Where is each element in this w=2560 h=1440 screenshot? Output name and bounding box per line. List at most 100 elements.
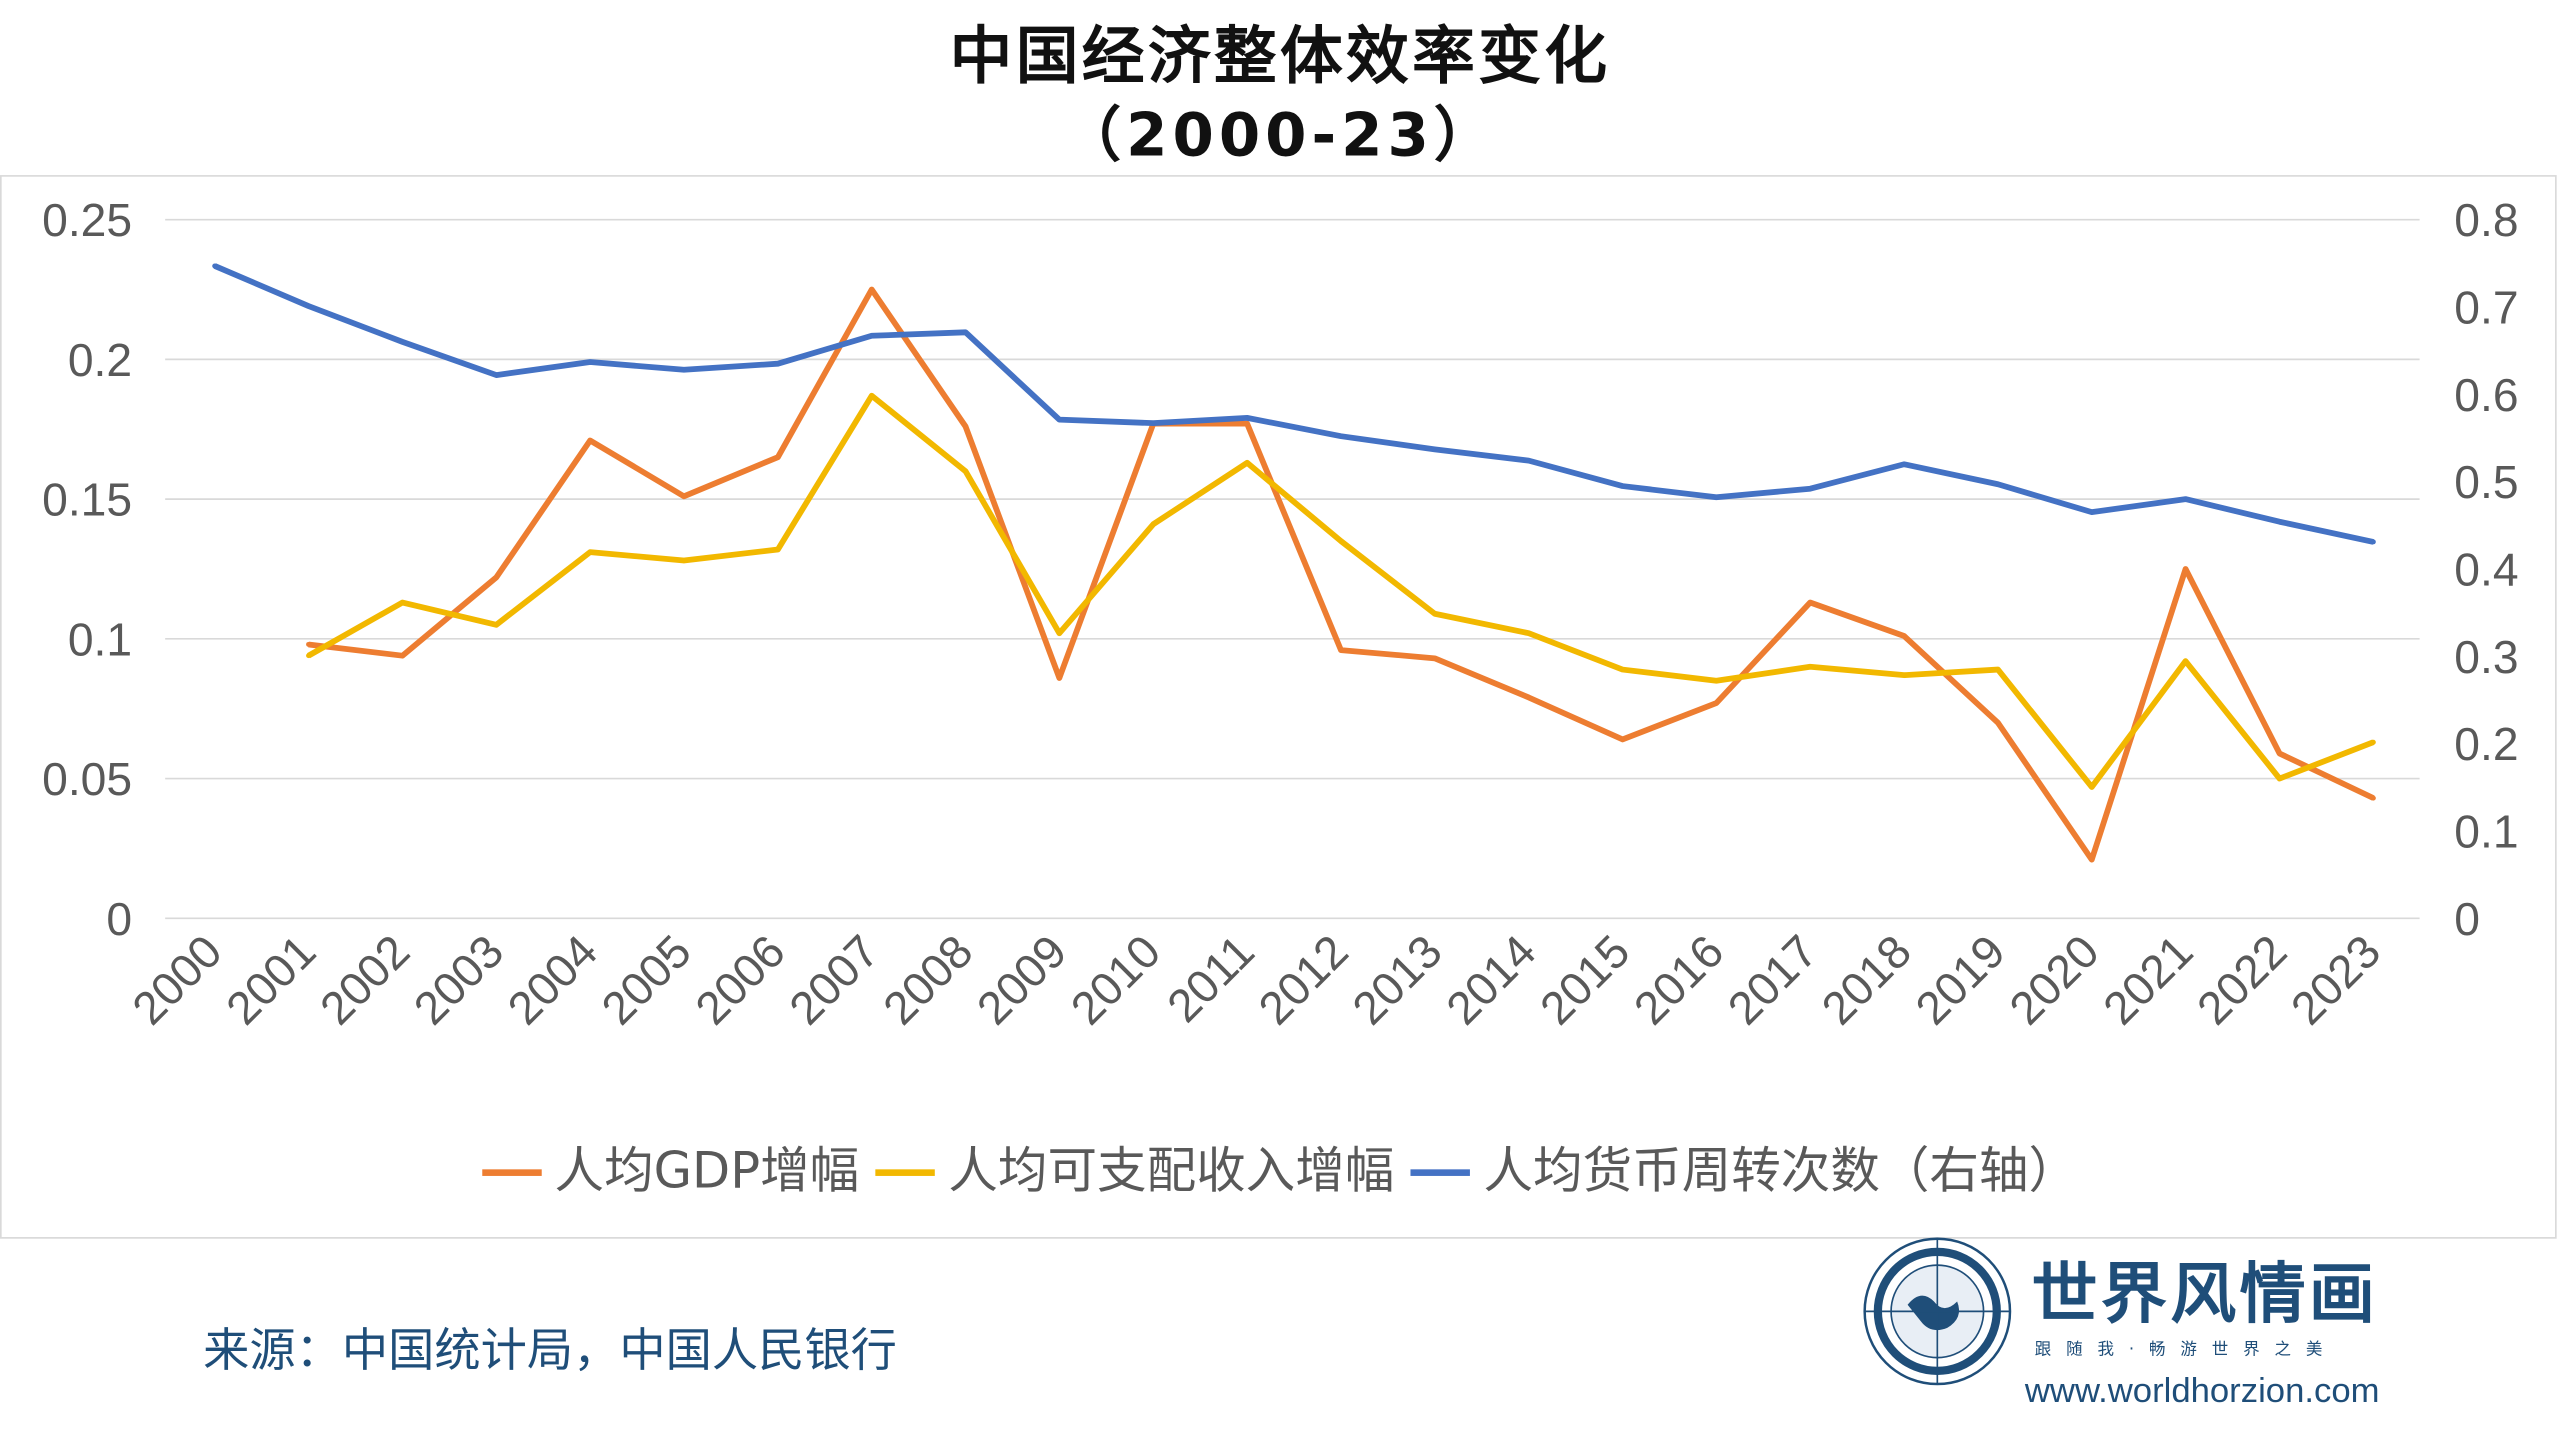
y-left-tick-label: 0.2 xyxy=(68,334,132,386)
data-point xyxy=(1432,446,1438,452)
x-tick-label: 2011 xyxy=(1157,925,1264,1032)
source-note: 来源：中国统计局，中国人民银行 xyxy=(203,1322,897,1378)
legend-label: 人均可支配收入增幅 xyxy=(948,1142,1395,1201)
x-tick-label: 2014 xyxy=(1436,925,1546,1035)
x-tick-label: 2018 xyxy=(1812,925,1922,1035)
data-point xyxy=(2277,776,2282,782)
data-point xyxy=(1432,611,1438,617)
x-tick-label: 2010 xyxy=(1061,925,1171,1035)
x-tick-label: 2017 xyxy=(1718,925,1828,1035)
data-point xyxy=(1901,672,1907,678)
y-left-tick-label: 0 xyxy=(106,893,132,945)
data-point xyxy=(775,546,781,552)
data-point xyxy=(1338,538,1344,544)
data-point xyxy=(775,361,781,367)
x-tick-label: 2016 xyxy=(1624,925,1734,1035)
x-tick-label: 2022 xyxy=(2187,925,2297,1035)
data-point xyxy=(1901,461,1907,467)
data-point xyxy=(1056,630,1062,636)
data-point xyxy=(587,359,593,365)
data-point xyxy=(1995,720,2001,726)
legend-label: 人均GDP增幅 xyxy=(554,1142,860,1201)
y-left-tick-label: 0.15 xyxy=(42,474,132,526)
data-point xyxy=(212,263,218,269)
data-point xyxy=(963,468,969,474)
data-point xyxy=(1338,647,1344,653)
data-point xyxy=(1807,600,1813,605)
legend-item-gdp: 人均GDP增幅 xyxy=(481,1140,860,1206)
y-right-tick-label: 0.3 xyxy=(2454,631,2518,683)
data-point xyxy=(681,558,687,564)
y-right-tick-label: 0.4 xyxy=(2454,543,2518,595)
data-point xyxy=(869,287,875,293)
data-point xyxy=(1995,667,2001,673)
y-right-tick-label: 0 xyxy=(2454,893,2480,945)
data-point xyxy=(2183,566,2189,572)
data-point xyxy=(1713,494,1719,500)
y-left-tick-label: 0.25 xyxy=(42,194,132,246)
data-point xyxy=(1526,695,1532,701)
data-point xyxy=(2277,750,2282,756)
data-point xyxy=(2183,496,2189,502)
x-tick-label: 2005 xyxy=(591,925,701,1035)
data-point xyxy=(681,367,687,373)
data-point xyxy=(493,372,499,378)
data-point xyxy=(587,437,593,443)
data-point xyxy=(1244,415,1250,421)
website-url: www.worldhorzion.com xyxy=(2024,1372,2380,1411)
legend-label: 人均货币周转次数（右轴） xyxy=(1483,1142,2079,1201)
y-left-tick-label: 0.1 xyxy=(68,613,132,665)
data-point xyxy=(399,653,405,659)
data-point xyxy=(1244,421,1250,427)
data-point xyxy=(399,600,405,605)
x-tick-label: 2007 xyxy=(779,925,889,1035)
data-point xyxy=(1620,667,1625,673)
x-tick-label: 2015 xyxy=(1530,925,1640,1035)
data-point xyxy=(1150,420,1156,426)
data-point xyxy=(2183,658,2189,664)
data-point xyxy=(1432,655,1438,661)
data-point xyxy=(2089,509,2095,515)
legend-item-money: 人均货币周转次数（右轴） xyxy=(1410,1140,2079,1206)
legend-swatch xyxy=(875,1169,936,1176)
data-point xyxy=(493,574,499,580)
x-tick-label: 2021 xyxy=(2093,925,2203,1035)
chart-title: 中国经济整体效率变化 xyxy=(949,19,1611,93)
data-point xyxy=(1620,483,1625,489)
y-right-tick-label: 0.2 xyxy=(2454,718,2518,770)
data-point xyxy=(963,329,969,335)
x-tick-label: 2013 xyxy=(1342,925,1452,1035)
data-point xyxy=(1620,736,1625,742)
data-point xyxy=(1901,633,1907,639)
data-point xyxy=(869,393,875,399)
data-point xyxy=(869,333,875,339)
data-point xyxy=(2089,784,2095,790)
data-point xyxy=(2370,739,2376,745)
y-right-tick-label: 0.7 xyxy=(2454,282,2518,334)
chart-subtitle: （2000-23） xyxy=(1061,102,1499,171)
data-point xyxy=(2277,519,2282,525)
data-point xyxy=(399,339,405,345)
data-point xyxy=(1807,486,1813,492)
x-tick-label: 2008 xyxy=(873,925,983,1035)
y-right-tick-label: 0.1 xyxy=(2454,805,2518,857)
legend-item-income: 人均可支配收入增幅 xyxy=(875,1140,1395,1206)
y-right-tick-label: 0.6 xyxy=(2454,369,2518,421)
data-point xyxy=(1338,433,1344,439)
legend-swatch xyxy=(1410,1169,1471,1176)
data-point xyxy=(306,303,312,309)
data-point xyxy=(306,653,312,659)
data-point xyxy=(1713,700,1719,706)
data-point xyxy=(2370,795,2376,801)
x-tick-label: 2001 xyxy=(216,925,326,1035)
data-point xyxy=(587,549,593,555)
data-point xyxy=(1713,678,1719,684)
logo-wordmark: 世界风情画 xyxy=(2031,1256,2379,1333)
x-tick-label: 2019 xyxy=(1905,925,2015,1035)
data-point xyxy=(1995,481,2001,487)
data-point xyxy=(306,641,312,647)
data-point xyxy=(493,622,499,628)
data-point xyxy=(775,454,781,460)
x-tick-label: 2020 xyxy=(1999,925,2109,1035)
